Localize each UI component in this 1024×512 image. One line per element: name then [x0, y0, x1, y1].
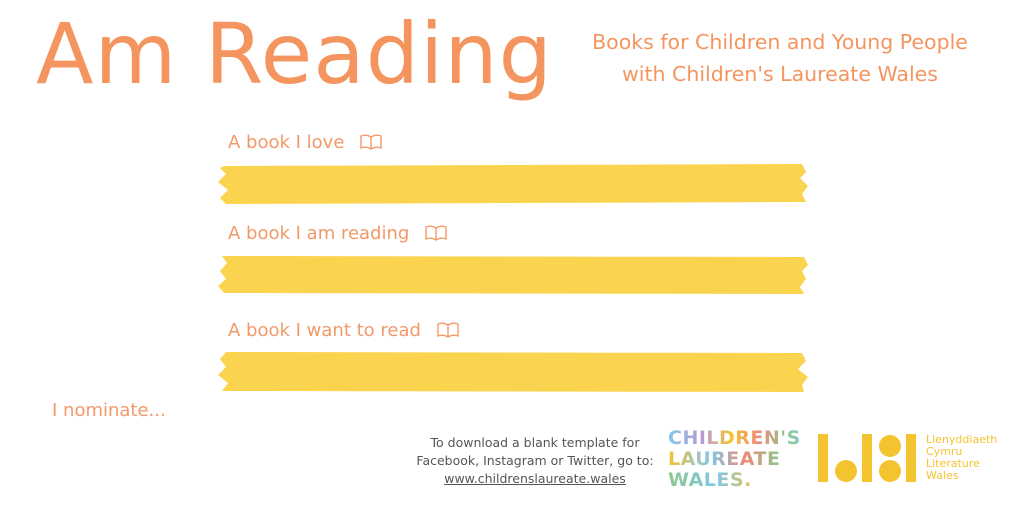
- entry-label: A book I am reading: [228, 222, 410, 244]
- download-line-2: Facebook, Instagram or Twitter, go to:: [416, 453, 654, 468]
- entry-book-i-love: A book I love: [218, 130, 808, 206]
- download-line-1: To download a blank template for: [430, 435, 640, 450]
- subtitle: Books for Children and Young People with…: [570, 26, 990, 90]
- literature-wales-wordmark: Llenyddiaeth Cymru Literature Wales: [926, 434, 1021, 482]
- childrens-laureate-wales-logo: CHILDREN'S LAUREATE WALES.: [668, 428, 808, 491]
- open-book-icon: [360, 134, 383, 150]
- page-title: Am Reading: [36, 5, 553, 103]
- entry-label: A book I love: [228, 131, 345, 153]
- answer-highlight-stripe[interactable]: [218, 350, 808, 394]
- download-link[interactable]: www.childrenslaureate.wales: [444, 471, 626, 486]
- logo-line-3: WALES.: [668, 470, 808, 491]
- subtitle-line-1: Books for Children and Young People: [592, 30, 968, 54]
- lit-line-2: Cymru: [926, 445, 963, 458]
- nominate-label: I nominate...: [52, 400, 166, 421]
- subtitle-line-2: with Children's Laureate Wales: [622, 62, 938, 86]
- answer-highlight-stripe[interactable]: [218, 162, 808, 206]
- literature-wales-mark-icon: [818, 432, 918, 484]
- logo-line-2: LAUREATE: [668, 449, 808, 470]
- logo-line-1: CHILDREN'S: [668, 428, 808, 449]
- open-book-icon: [425, 225, 448, 241]
- answer-highlight-stripe[interactable]: [218, 253, 808, 297]
- lit-line-1: Llenyddiaeth: [926, 433, 998, 446]
- entry-label: A book I want to read: [228, 319, 421, 341]
- entry-book-i-want-to-read: A book I want to read: [218, 318, 808, 394]
- lit-line-4: Wales: [926, 469, 959, 482]
- download-instructions: To download a blank template for Faceboo…: [410, 434, 660, 488]
- lit-line-3: Literature: [926, 457, 980, 470]
- open-book-icon: [437, 322, 459, 338]
- entry-book-i-am-reading: A book I am reading: [218, 221, 808, 297]
